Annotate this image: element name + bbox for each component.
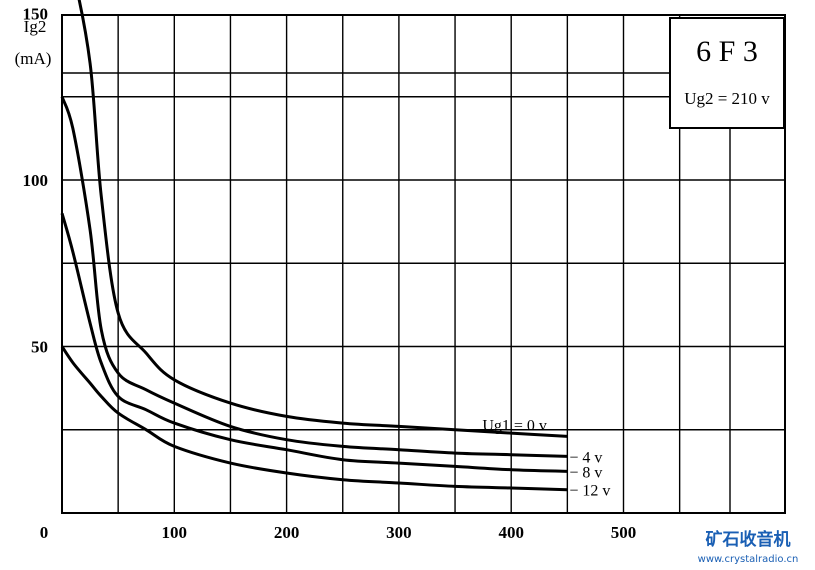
x-tick-labels: 0 100 200 300 400 500 bbox=[40, 523, 637, 542]
x-tick-label: 0 bbox=[40, 523, 49, 542]
curve-labels: Ug1 = 0 v − 4 v− 8 v − 12 v bbox=[482, 417, 610, 499]
chart-frame bbox=[61, 14, 786, 514]
curve-line bbox=[77, 0, 568, 438]
y-axis-label-line1: Ig2 bbox=[24, 17, 47, 36]
y-tick-label: 150 bbox=[23, 5, 49, 24]
curve-line bbox=[60, 96, 568, 458]
curve-label: − 12 v bbox=[569, 483, 610, 500]
curve-label: Ug1 = 0 v bbox=[482, 417, 547, 434]
curve-line bbox=[60, 345, 568, 492]
watermark-url: www.crystalradio.cn bbox=[698, 554, 799, 565]
x-tick-label: 200 bbox=[274, 523, 300, 542]
y-tick-label: 50 bbox=[31, 338, 48, 357]
watermark-text: 矿石收音机 bbox=[706, 529, 791, 550]
chart-subtitle: Ug2 = 210 v bbox=[684, 89, 770, 108]
y-tick-label: 100 bbox=[23, 171, 49, 190]
title-box bbox=[669, 17, 785, 129]
curves bbox=[60, 0, 568, 492]
x-tick-label: 400 bbox=[498, 523, 524, 542]
y-tick-labels: 50 100 150 bbox=[23, 5, 49, 357]
x-tick-label: 100 bbox=[162, 523, 188, 542]
chart-title: 6 F 3 bbox=[696, 35, 758, 68]
curve-label: − 8 v bbox=[569, 464, 602, 481]
curve-label: − 4 v bbox=[569, 449, 602, 466]
y-axis-label-line2: (mA) bbox=[15, 49, 52, 68]
x-tick-label: 300 bbox=[386, 523, 412, 542]
plot-border bbox=[61, 14, 786, 514]
curve-line bbox=[60, 212, 568, 473]
x-tick-label: 500 bbox=[611, 523, 637, 542]
